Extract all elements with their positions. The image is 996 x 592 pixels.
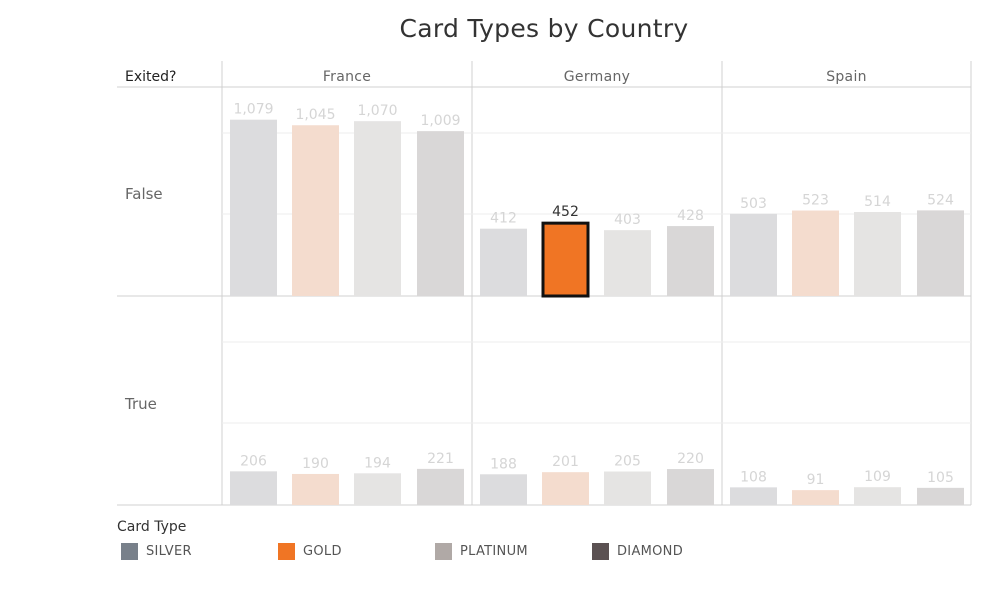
data-label: 220 [677,451,704,467]
column-header-spain: Spain [826,69,867,85]
data-label: 91 [807,472,825,488]
legend-item-silver[interactable]: SILVER [117,541,192,561]
data-label: 190 [302,456,329,472]
bar-true-spain-silver [730,487,777,505]
legend-title: Card Type [117,519,187,535]
legend-label-platinum: PLATINUM [460,543,528,559]
legend-label-diamond: DIAMOND [617,543,684,559]
bar-false-spain-silver [730,213,777,296]
column-header-france: France [323,69,371,85]
legend-swatch-platinum [435,542,452,560]
legend-item-gold[interactable]: GOLD [274,541,342,561]
data-label: 105 [927,470,954,486]
legend: Card Type SILVER GOLD PLATINUM DIAMOND [117,519,817,569]
column-header-germany: Germany [564,69,630,85]
data-label: 1,045 [295,107,335,123]
data-label: 205 [614,454,641,470]
bar-false-germany-silver [480,228,527,296]
legend-swatch-silver [121,542,138,560]
bar-true-france-platinum [354,473,401,505]
data-label: 523 [802,193,829,209]
legend-swatch-diamond [592,542,609,560]
bar-false-france-platinum [354,121,401,296]
data-label: 1,009 [420,113,460,129]
row-label-false: False [125,185,163,203]
bar-false-spain-platinum [854,212,901,296]
data-label: 514 [864,194,891,210]
bar-true-france-silver [230,471,277,505]
data-label: 206 [240,453,267,469]
bar-false-germany-diamond [667,226,714,296]
row-header-label: Exited? [125,69,176,85]
data-label: 221 [427,451,454,467]
bar-false-france-gold [292,125,339,296]
bar-true-germany-diamond [667,469,714,505]
data-label: 1,079 [233,102,273,118]
data-label: 201 [552,454,579,470]
data-label: 412 [490,211,517,227]
data-label: 403 [614,212,641,228]
bar-true-france-gold [292,473,339,505]
legend-item-platinum[interactable]: PLATINUM [431,541,528,561]
bar-false-france-diamond [417,131,464,296]
bar-false-spain-diamond [917,210,964,296]
data-label: 1,070 [357,103,397,119]
bar-false-france-silver [230,119,277,296]
data-label: 109 [864,469,891,485]
data-label: 503 [740,196,767,212]
data-label: 428 [677,208,704,224]
bar-false-germany-gold [541,221,590,298]
data-label: 108 [740,469,767,485]
data-label: 188 [490,456,517,472]
bar-false-spain-gold [792,210,839,296]
legend-label-gold: GOLD [303,543,342,559]
data-label: 452 [552,204,579,220]
row-label-true: True [124,395,157,413]
bar-true-germany-silver [480,474,527,505]
legend-label-silver: SILVER [146,543,192,559]
chart-title: Card Types by Country [399,14,689,43]
bar-true-germany-platinum [604,471,651,505]
legend-item-diamond[interactable]: DIAMOND [588,541,683,561]
legend-swatch-gold [278,542,295,560]
bar-true-germany-gold [542,472,589,505]
bar-true-spain-platinum [854,487,901,505]
bar-true-spain-gold [792,490,839,505]
bar-true-france-diamond [417,468,464,505]
bar-false-germany-platinum [604,230,651,296]
data-label: 194 [364,455,391,471]
data-label: 524 [927,192,954,208]
bar-true-spain-diamond [917,487,964,505]
